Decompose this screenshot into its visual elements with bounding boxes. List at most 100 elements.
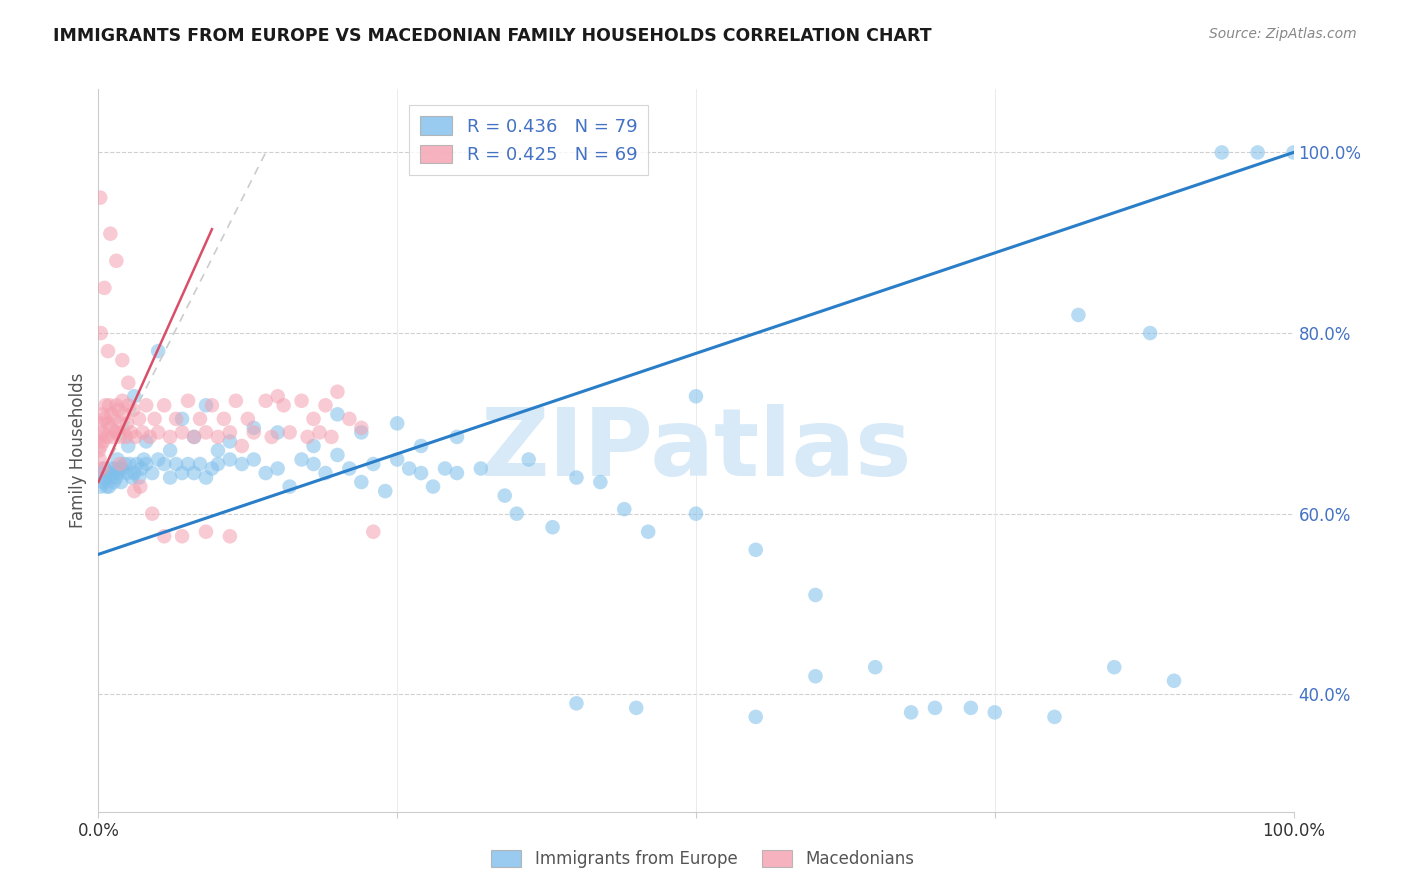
Point	[128, 412, 150, 426]
Point	[326, 384, 349, 399]
Point	[326, 407, 349, 421]
Point	[517, 452, 540, 467]
Point	[278, 425, 301, 440]
Point	[105, 470, 128, 484]
Point	[1247, 145, 1270, 160]
Point	[188, 412, 211, 426]
Point	[924, 701, 946, 715]
Point	[225, 393, 247, 408]
Point	[494, 489, 516, 503]
Point	[139, 430, 162, 444]
Point	[745, 710, 768, 724]
Point	[143, 412, 166, 426]
Point	[110, 475, 132, 489]
Point	[1282, 145, 1305, 160]
Point	[1043, 710, 1066, 724]
Point	[153, 457, 176, 471]
Point	[112, 425, 135, 440]
Point	[243, 425, 266, 440]
Point	[104, 425, 127, 440]
Point	[105, 253, 128, 268]
Point	[132, 452, 155, 467]
Point	[98, 398, 121, 412]
Point	[613, 502, 636, 516]
Point	[87, 443, 110, 458]
Point	[121, 470, 143, 484]
Point	[183, 430, 205, 444]
Point	[91, 475, 114, 489]
Point	[91, 425, 114, 440]
Point	[97, 466, 120, 480]
Point	[93, 461, 115, 475]
Point	[411, 439, 433, 453]
Point	[118, 457, 141, 471]
Point	[125, 457, 148, 471]
Point	[267, 425, 290, 440]
Point	[100, 461, 122, 475]
Legend: R = 0.436   N = 79, R = 0.425   N = 69: R = 0.436 N = 79, R = 0.425 N = 69	[409, 105, 648, 175]
Point	[108, 457, 131, 471]
Point	[321, 430, 343, 444]
Point	[128, 470, 150, 484]
Text: Source: ZipAtlas.com: Source: ZipAtlas.com	[1209, 27, 1357, 41]
Point	[201, 461, 224, 475]
Point	[565, 470, 588, 484]
Point	[267, 461, 290, 475]
Point	[273, 398, 295, 412]
Point	[115, 430, 138, 444]
Point	[91, 466, 114, 480]
Point	[148, 344, 170, 359]
Point	[98, 421, 122, 435]
Point	[131, 425, 153, 440]
Point	[350, 421, 373, 435]
Point	[446, 430, 468, 444]
Point	[91, 434, 114, 449]
Point	[188, 457, 211, 471]
Point	[243, 421, 266, 435]
Point	[124, 466, 146, 480]
Point	[159, 470, 181, 484]
Point	[108, 430, 131, 444]
Point	[97, 417, 120, 431]
Point	[308, 425, 330, 440]
Point	[374, 484, 396, 499]
Point	[91, 407, 114, 421]
Point	[172, 412, 194, 426]
Point	[115, 466, 138, 480]
Point	[141, 466, 163, 480]
Point	[90, 417, 112, 431]
Point	[103, 475, 125, 489]
Point	[565, 696, 588, 710]
Point	[97, 344, 120, 359]
Point	[219, 434, 242, 449]
Point	[685, 389, 707, 403]
Point	[148, 425, 170, 440]
Point	[207, 443, 229, 458]
Point	[153, 398, 176, 412]
Point	[804, 588, 827, 602]
Point	[114, 407, 136, 421]
Point	[172, 425, 194, 440]
Point	[124, 389, 146, 403]
Point	[159, 443, 181, 458]
Point	[91, 461, 114, 475]
Point	[94, 398, 117, 412]
Point	[159, 430, 181, 444]
Point	[108, 461, 131, 475]
Point	[94, 470, 117, 484]
Point	[98, 470, 122, 484]
Point	[117, 376, 139, 390]
Point	[1211, 145, 1233, 160]
Point	[107, 425, 129, 440]
Point	[865, 660, 887, 674]
Point	[107, 452, 129, 467]
Point	[195, 398, 218, 412]
Point	[434, 461, 457, 475]
Point	[153, 529, 176, 543]
Point	[278, 480, 301, 494]
Point	[93, 412, 115, 426]
Point	[363, 524, 385, 539]
Point	[183, 466, 205, 480]
Point	[231, 457, 253, 471]
Point	[212, 412, 235, 426]
